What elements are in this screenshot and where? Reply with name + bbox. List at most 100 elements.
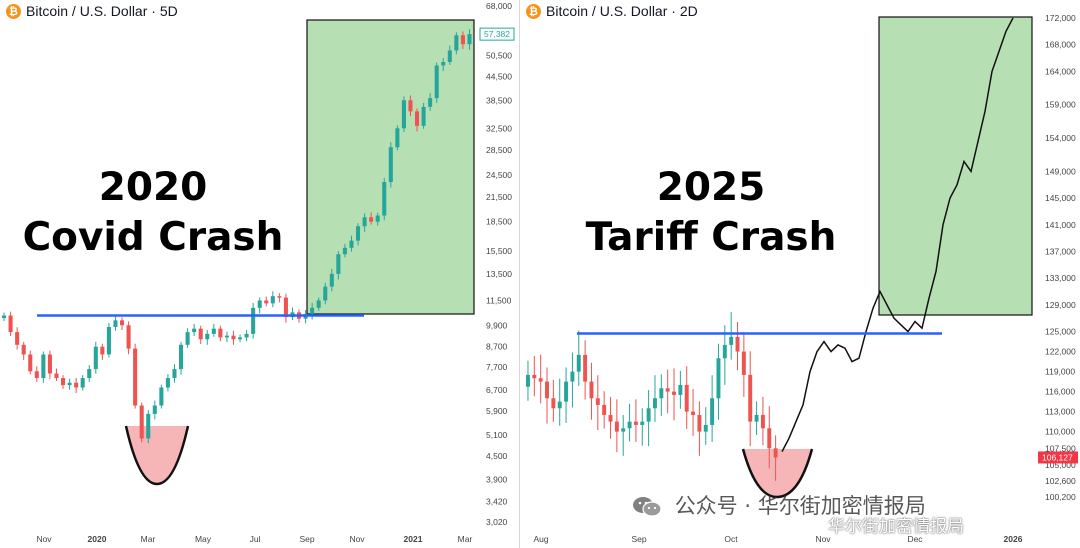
candle-body xyxy=(421,106,426,126)
candle-body xyxy=(589,381,594,399)
projection-line xyxy=(781,17,1014,452)
candle-body xyxy=(106,326,111,355)
bitcoin-icon: ₿ xyxy=(6,3,21,19)
y-axis-tick-label: 107,500 xyxy=(1045,443,1076,453)
candle-body xyxy=(754,414,759,422)
y-axis-tick-label: 6,700 xyxy=(486,385,508,395)
candle-body xyxy=(545,381,549,399)
x-axis-tick-label: Jul xyxy=(250,534,261,544)
chart-symbol-title: Bitcoin / U.S. Dollar · 5D xyxy=(26,3,178,19)
annotation-year: 2025 xyxy=(656,165,766,210)
candle-body xyxy=(602,404,607,415)
wechat-watermark: 公众号 · 华尔街加密情报局 xyxy=(632,490,926,520)
candle-body xyxy=(388,147,393,183)
y-axis-tick-label: 3,420 xyxy=(486,496,508,506)
y-axis-tick-label: 9,900 xyxy=(486,320,508,330)
candle-body xyxy=(8,315,13,333)
candle-body xyxy=(382,182,387,216)
last-price-label: 57,382 xyxy=(484,29,510,39)
candle-body xyxy=(653,398,657,409)
x-axis-tick-label: 2026 xyxy=(1004,534,1023,544)
last-price-label: 106,127 xyxy=(1042,452,1073,462)
watermark-overlay-text: 华尔街加密情报局 xyxy=(828,517,964,537)
last-price-badge xyxy=(479,27,515,41)
y-axis-tick-label: 13,500 xyxy=(486,269,512,279)
candle-body xyxy=(113,320,118,327)
y-axis-tick-label: 15,500 xyxy=(486,246,512,256)
candle-body xyxy=(595,398,600,405)
y-axis-tick-label: 129,000 xyxy=(1045,300,1076,310)
candle-body xyxy=(614,421,619,432)
candle-body xyxy=(454,35,459,51)
candle-body xyxy=(760,414,765,429)
y-axis-tick-label: 3,020 xyxy=(486,517,508,527)
y-axis-tick-label: 172,000 xyxy=(1045,13,1076,23)
y-axis-tick-label: 113,000 xyxy=(1045,407,1075,417)
candle-body xyxy=(179,344,184,370)
x-axis-tick-label: Aug xyxy=(533,534,548,544)
candle-body xyxy=(369,217,374,222)
candle-body xyxy=(93,346,98,370)
y-axis-tick-label: 145,000 xyxy=(1045,193,1076,203)
candle-body xyxy=(356,226,361,241)
candle-body xyxy=(447,50,452,62)
candle-body xyxy=(231,335,236,340)
candle-body xyxy=(608,414,613,422)
candle-body xyxy=(375,215,380,222)
x-axis-tick-label: Mar xyxy=(141,534,156,544)
y-axis-tick-label: 5,900 xyxy=(486,406,508,416)
candle-body xyxy=(139,405,144,439)
y-axis-tick-label: 100,200 xyxy=(1045,492,1076,502)
x-axis-tick-label: May xyxy=(195,534,212,544)
candle-body xyxy=(659,388,664,399)
candle-body xyxy=(697,414,702,432)
y-axis-tick-label: 3,900 xyxy=(486,475,508,485)
watermark-text: 公众号 · 华尔街加密情报局 xyxy=(674,494,926,518)
y-axis-tick-label: 102,600 xyxy=(1045,476,1076,486)
candle-body xyxy=(21,344,26,355)
candle-body xyxy=(28,354,33,372)
candle-body xyxy=(640,421,645,425)
candle-body xyxy=(428,98,433,107)
candle-body xyxy=(283,297,288,318)
y-axis-tick-label: 125,000 xyxy=(1045,327,1076,337)
candle-body xyxy=(441,61,446,66)
candle-body xyxy=(257,300,262,308)
y-axis-tick-label: 32,500 xyxy=(486,123,512,133)
chart-symbol-title: Bitcoin / U.S. Dollar · 2D xyxy=(546,3,698,19)
candle-body xyxy=(277,296,282,298)
candle-body xyxy=(551,398,556,409)
candle-body xyxy=(87,369,92,379)
candle-body xyxy=(570,371,575,382)
candle-body xyxy=(211,328,216,334)
watermark-overlay: 华尔街加密情报局 xyxy=(828,512,964,537)
candle-body xyxy=(310,307,315,314)
candle-body xyxy=(362,217,367,227)
candle-body xyxy=(238,337,243,340)
candle-body xyxy=(415,111,420,126)
candle-body xyxy=(251,307,256,334)
candle-body xyxy=(395,128,400,148)
candle-body xyxy=(126,325,131,349)
x-axis-tick-label: 2020 xyxy=(88,534,107,544)
candle-body xyxy=(408,100,413,112)
last-price-badge xyxy=(1038,451,1078,464)
candle-body xyxy=(41,354,46,379)
y-axis-tick-label: 8,700 xyxy=(486,342,508,352)
y-axis-tick-label: 68,000 xyxy=(486,1,512,11)
crash-cup-fill xyxy=(743,449,812,497)
candle-body xyxy=(538,378,543,382)
chart-svg-2020: 68,000 50,500 44,500 38,500 32,500 28,500 24,5… xyxy=(2,1,515,544)
y-axis-tick-label: 110,000 xyxy=(1045,427,1075,437)
candle-body xyxy=(729,336,734,345)
candle-body xyxy=(646,408,651,422)
candle-body xyxy=(748,374,753,422)
x-axis-tick-label: Sep xyxy=(631,534,646,544)
y-axis-tick-label: 18,500 xyxy=(486,217,512,227)
candle-body xyxy=(467,34,472,45)
y-axis-tick-label: 105,000 xyxy=(1045,460,1076,470)
y-axis-tick-label: 164,000 xyxy=(1045,66,1076,76)
crash-cup-outline xyxy=(741,448,814,499)
candle-body xyxy=(672,391,676,395)
candle-body xyxy=(172,369,177,379)
